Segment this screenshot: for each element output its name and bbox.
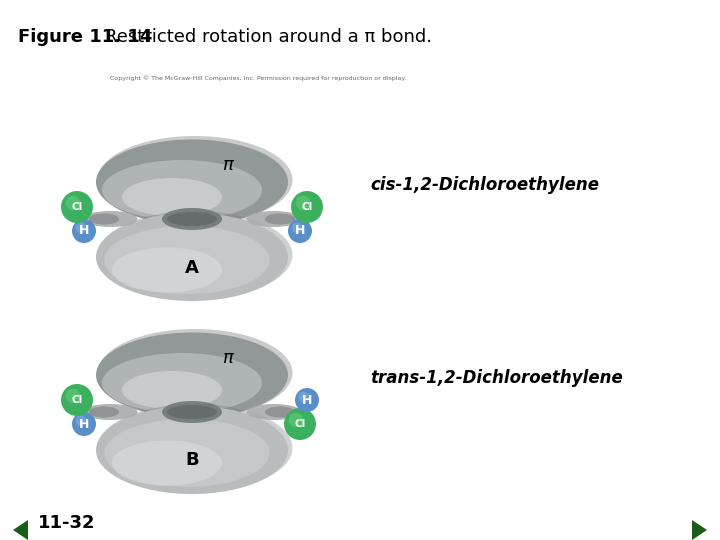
Ellipse shape [162,208,222,230]
Polygon shape [13,520,28,540]
Text: cis-1,2-Dichloroethylene: cis-1,2-Dichloroethylene [370,176,599,194]
Circle shape [66,389,80,403]
Text: Figure 11. 14: Figure 11. 14 [18,28,153,46]
Ellipse shape [96,139,288,225]
Text: H: H [302,394,312,407]
Circle shape [72,412,96,436]
Ellipse shape [104,226,269,294]
Circle shape [72,219,96,243]
Ellipse shape [246,211,302,227]
Circle shape [284,408,316,440]
Ellipse shape [167,405,217,419]
Text: H: H [78,417,89,430]
Circle shape [76,222,86,233]
Ellipse shape [265,213,295,225]
Text: H: H [294,225,305,238]
Text: H: H [78,225,89,238]
Text: 11-32: 11-32 [38,514,96,532]
Circle shape [61,191,93,223]
Circle shape [61,384,93,416]
Text: Restricted rotation around a π bond.: Restricted rotation around a π bond. [105,28,432,46]
Ellipse shape [102,160,262,220]
Circle shape [289,413,303,427]
Ellipse shape [89,407,119,417]
Ellipse shape [97,211,292,299]
Ellipse shape [167,212,217,226]
Ellipse shape [97,404,292,492]
Ellipse shape [97,329,292,417]
Circle shape [295,388,319,412]
Ellipse shape [265,407,295,417]
Text: Cl: Cl [71,202,83,212]
Ellipse shape [122,178,222,216]
Text: B: B [185,451,199,469]
Ellipse shape [83,211,138,227]
Ellipse shape [112,247,222,293]
Circle shape [299,392,310,402]
Circle shape [292,222,302,233]
Text: trans-1,2-Dichloroethylene: trans-1,2-Dichloroethylene [370,369,623,387]
Polygon shape [692,520,707,540]
Ellipse shape [246,404,302,420]
Ellipse shape [104,419,269,487]
Circle shape [76,416,86,427]
Circle shape [288,219,312,243]
Text: A: A [185,259,199,277]
Circle shape [66,196,80,210]
Text: Cl: Cl [294,419,305,429]
Text: Cl: Cl [71,395,83,405]
Text: π: π [222,156,233,174]
Ellipse shape [112,441,222,485]
Text: Cl: Cl [302,202,312,212]
Circle shape [291,191,323,223]
Text: Copyright © The McGraw-Hill Companies, Inc. Permission required for reproduction: Copyright © The McGraw-Hill Companies, I… [110,75,406,80]
Ellipse shape [89,213,119,225]
Ellipse shape [162,401,222,423]
Ellipse shape [96,333,288,417]
Ellipse shape [83,404,138,420]
Circle shape [296,196,310,210]
Ellipse shape [122,371,222,409]
Ellipse shape [97,136,292,224]
Ellipse shape [102,353,262,413]
Ellipse shape [96,406,288,494]
Text: π: π [222,349,233,367]
Ellipse shape [96,213,288,301]
